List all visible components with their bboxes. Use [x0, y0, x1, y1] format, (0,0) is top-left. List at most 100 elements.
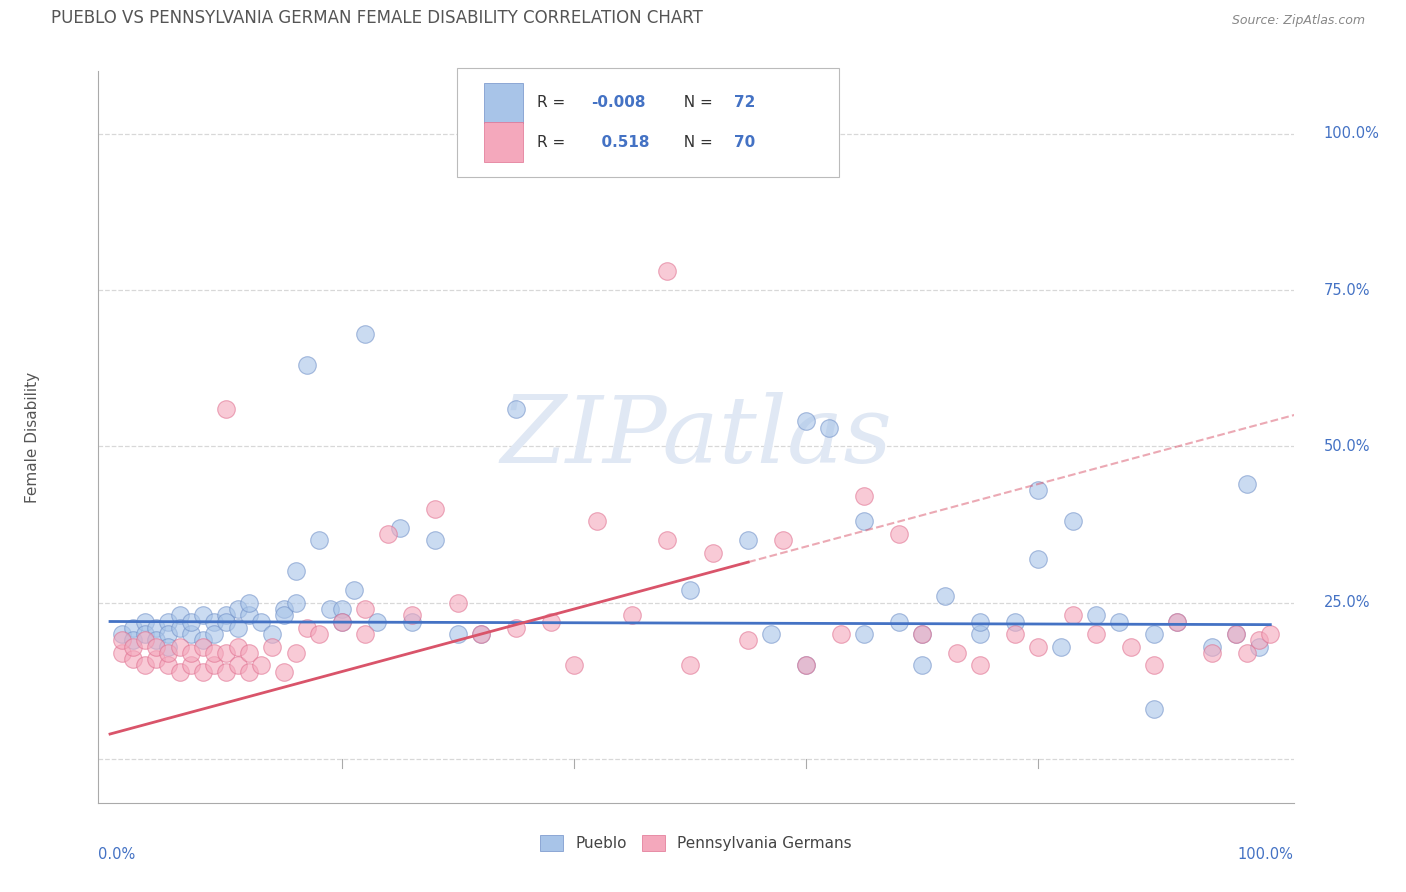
- Point: [702, 546, 724, 560]
- Point: [887, 527, 910, 541]
- Point: [969, 658, 991, 673]
- Point: [134, 615, 156, 629]
- Point: [794, 658, 817, 673]
- Point: [354, 326, 377, 341]
- Point: [1143, 658, 1166, 673]
- Point: [215, 615, 238, 629]
- Point: [1143, 627, 1166, 641]
- Point: [169, 640, 191, 654]
- Point: [157, 615, 180, 629]
- Point: [737, 533, 759, 548]
- Point: [655, 533, 678, 548]
- Text: ZIPatlas: ZIPatlas: [501, 392, 891, 482]
- Point: [180, 615, 202, 629]
- Point: [180, 627, 202, 641]
- Point: [1201, 646, 1223, 660]
- Point: [794, 658, 817, 673]
- Point: [169, 608, 191, 623]
- Legend: Pueblo, Pennsylvania Germans: Pueblo, Pennsylvania Germans: [534, 830, 858, 857]
- Point: [447, 596, 470, 610]
- Point: [1201, 640, 1223, 654]
- Point: [343, 583, 366, 598]
- Point: [1247, 633, 1270, 648]
- Point: [354, 627, 377, 641]
- Point: [180, 658, 202, 673]
- Point: [215, 646, 238, 660]
- Text: 100.0%: 100.0%: [1323, 127, 1379, 141]
- Point: [308, 627, 330, 641]
- Point: [122, 640, 145, 654]
- Point: [737, 633, 759, 648]
- Point: [134, 627, 156, 641]
- Point: [1085, 608, 1108, 623]
- Point: [238, 608, 260, 623]
- Point: [238, 596, 260, 610]
- Point: [772, 533, 794, 548]
- Point: [853, 490, 876, 504]
- Text: Female Disability: Female Disability: [25, 371, 41, 503]
- Point: [273, 602, 295, 616]
- Point: [238, 646, 260, 660]
- Point: [540, 615, 562, 629]
- Point: [679, 658, 702, 673]
- Point: [1108, 615, 1130, 629]
- Text: -0.008: -0.008: [591, 95, 645, 111]
- Point: [377, 527, 399, 541]
- Text: 0.0%: 0.0%: [98, 847, 135, 862]
- Point: [934, 590, 956, 604]
- Point: [191, 665, 214, 679]
- Point: [1026, 640, 1049, 654]
- Point: [1225, 627, 1247, 641]
- Point: [1119, 640, 1142, 654]
- Point: [204, 615, 226, 629]
- Point: [911, 627, 934, 641]
- FancyBboxPatch shape: [485, 122, 523, 162]
- Point: [319, 602, 342, 616]
- Point: [122, 633, 145, 648]
- Text: R =: R =: [537, 95, 571, 111]
- Point: [284, 646, 307, 660]
- Point: [1062, 608, 1084, 623]
- Text: 70: 70: [734, 135, 755, 150]
- Point: [145, 633, 167, 648]
- Point: [911, 658, 934, 673]
- Text: PUEBLO VS PENNSYLVANIA GERMAN FEMALE DISABILITY CORRELATION CHART: PUEBLO VS PENNSYLVANIA GERMAN FEMALE DIS…: [51, 10, 703, 28]
- Point: [946, 646, 969, 660]
- Point: [226, 621, 249, 635]
- Point: [330, 602, 353, 616]
- Text: 75.0%: 75.0%: [1323, 283, 1369, 298]
- Point: [204, 627, 226, 641]
- Point: [226, 640, 249, 654]
- Point: [969, 627, 991, 641]
- Point: [1258, 627, 1281, 641]
- Point: [191, 640, 214, 654]
- Point: [401, 608, 423, 623]
- Point: [401, 615, 423, 629]
- Text: Source: ZipAtlas.com: Source: ZipAtlas.com: [1232, 14, 1365, 28]
- Point: [284, 565, 307, 579]
- Point: [250, 658, 273, 673]
- Point: [308, 533, 330, 548]
- Point: [157, 646, 180, 660]
- Point: [122, 652, 145, 666]
- Point: [330, 615, 353, 629]
- Point: [1085, 627, 1108, 641]
- Point: [586, 515, 609, 529]
- Point: [191, 633, 214, 648]
- Point: [969, 615, 991, 629]
- Point: [145, 640, 167, 654]
- Point: [761, 627, 783, 641]
- Point: [145, 652, 167, 666]
- Text: 25.0%: 25.0%: [1323, 595, 1369, 610]
- Point: [1004, 615, 1026, 629]
- Point: [169, 665, 191, 679]
- Point: [1004, 627, 1026, 641]
- Point: [794, 414, 817, 428]
- Point: [330, 615, 353, 629]
- FancyBboxPatch shape: [457, 68, 839, 178]
- FancyBboxPatch shape: [485, 83, 523, 123]
- Point: [470, 627, 492, 641]
- Point: [273, 608, 295, 623]
- Point: [1236, 646, 1258, 660]
- Text: 0.518: 0.518: [591, 135, 650, 150]
